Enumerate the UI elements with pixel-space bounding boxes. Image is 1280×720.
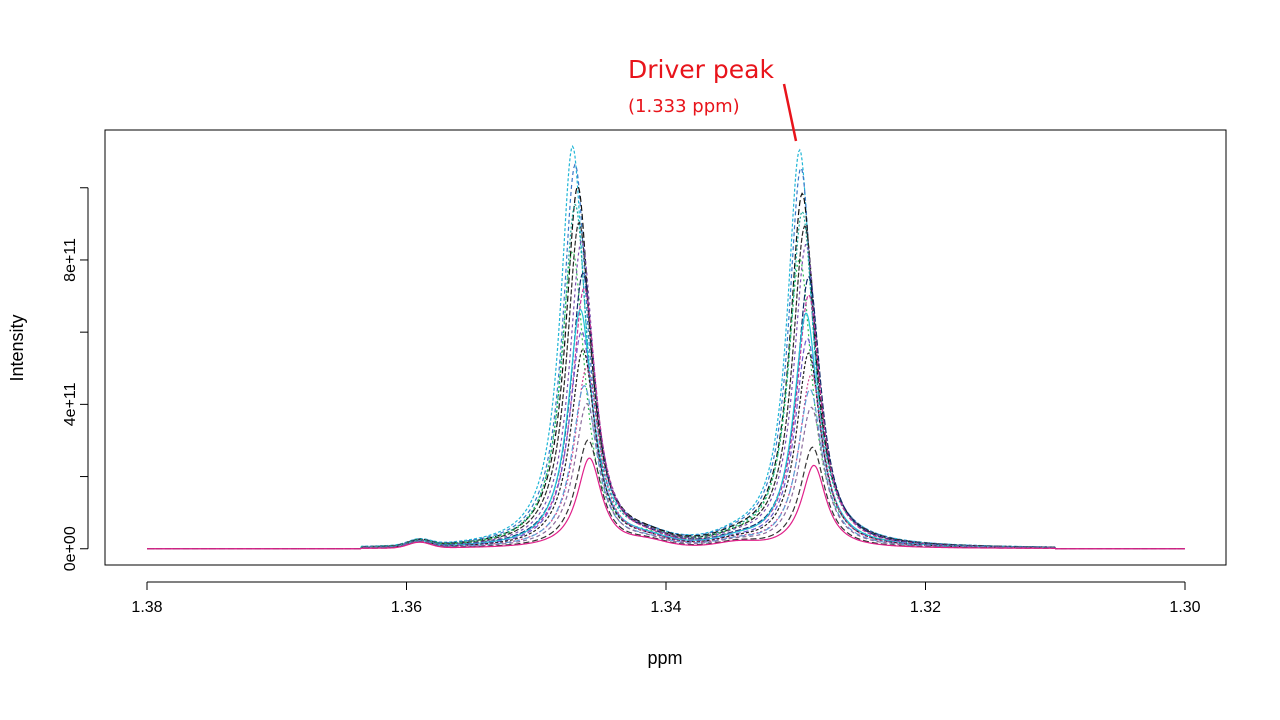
y-axis-title: Intensity	[7, 314, 27, 381]
spectra-series-group	[147, 144, 1185, 550]
spectrum-series-17	[147, 457, 1185, 550]
plot-frame	[104, 129, 1227, 566]
y-axis: 0e+00 4e+11 8e+11	[62, 187, 89, 571]
annotation-pointer-line	[782, 83, 798, 142]
y-tick-label: 8e+11	[62, 238, 79, 282]
x-tick-label: 1.36	[391, 599, 422, 616]
x-axis-title: ppm	[647, 648, 682, 668]
x-tick-label: 1.34	[650, 599, 681, 616]
x-tick-label: 1.30	[1169, 599, 1200, 616]
y-tick-label: 0e+00	[62, 526, 79, 571]
annotation-title: Driver peak	[628, 55, 774, 84]
x-axis: 1.38 1.36 1.34 1.32 1.30	[131, 581, 1201, 616]
x-tick-label: 1.38	[131, 599, 162, 616]
annotation-subtitle: (1.333 ppm)	[628, 96, 740, 117]
x-tick-label: 1.32	[910, 599, 941, 616]
driver-peak-annotation: Driver peak (1.333 ppm)	[628, 55, 798, 142]
y-tick-label: 4e+11	[62, 382, 79, 426]
